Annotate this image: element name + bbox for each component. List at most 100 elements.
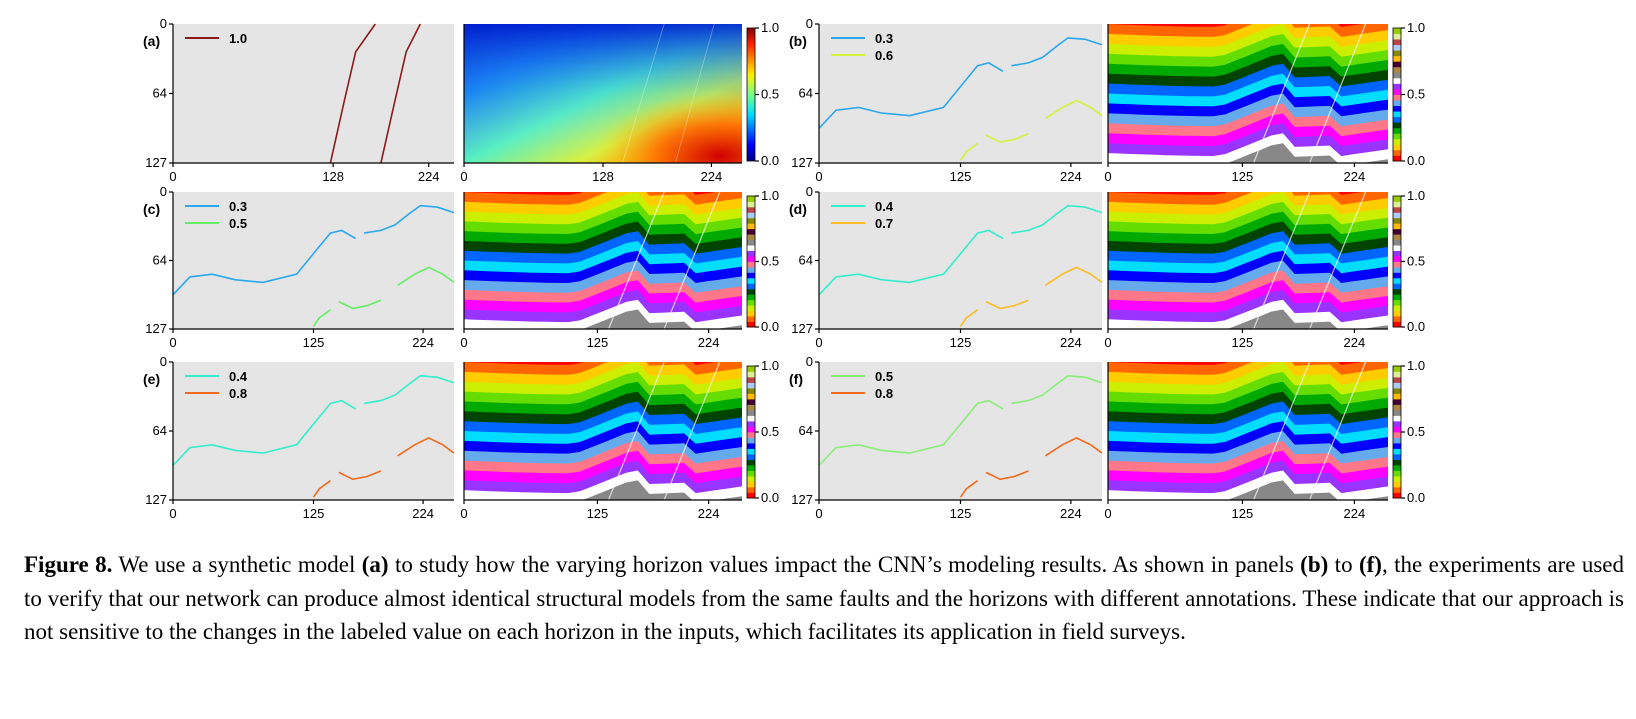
colorbar-swatch [1393, 228, 1401, 235]
colorbar-swatch [747, 410, 755, 416]
colorbar-swatch [1393, 28, 1401, 34]
colorbar-swatch [1393, 39, 1401, 46]
colorbar-tick-label: 0.5 [761, 424, 779, 439]
image-x-tick-label: 0 [460, 335, 467, 350]
colorbar-swatch [747, 310, 755, 317]
colorbar-swatch [747, 481, 755, 488]
fault-line [663, 362, 721, 500]
panel-label: (d) [789, 201, 807, 217]
colorbar-swatch [1393, 44, 1401, 51]
colorbar-swatch [1393, 66, 1401, 73]
colorbar-tick-label: 1.0 [761, 188, 779, 203]
legend-value: 0.6 [875, 48, 893, 63]
colorbar-swatch [1393, 377, 1401, 383]
image-x-tick-label: 0 [460, 169, 467, 184]
colorbar-swatch [1393, 111, 1401, 118]
colorbar-swatch [1393, 366, 1401, 372]
colorbar-swatch [1393, 61, 1401, 68]
colorbar-swatch [1393, 256, 1401, 262]
colorbar-swatch [1393, 476, 1401, 482]
colorbar-swatch [1393, 448, 1401, 455]
colorbar-swatch [747, 393, 755, 400]
y-tick-label: 64 [799, 86, 813, 101]
horizon-upper [1011, 204, 1103, 234]
colorbar-swatch [1393, 100, 1401, 106]
colorbar-tick-label: 1.0 [761, 20, 779, 35]
colorbar-swatch [747, 426, 755, 433]
image-x-tick-label: 0 [1104, 506, 1111, 521]
y-tick-label: 127 [145, 321, 167, 336]
colorbar-swatch [1393, 459, 1401, 466]
colorbar-swatch [747, 382, 755, 389]
colorbar-swatch [747, 245, 755, 251]
legend-value: 0.4 [875, 199, 894, 214]
fault-line [1309, 24, 1367, 163]
colorbar-swatch [747, 217, 755, 224]
image-x-tick-label: 224 [1344, 506, 1366, 521]
x-tick-label: 125 [950, 335, 972, 350]
colorbar-tick-label: 0.0 [1407, 319, 1425, 334]
colorbar-swatch [747, 476, 755, 482]
y-tick-label: 0 [160, 184, 167, 199]
x-tick-label: 224 [412, 335, 434, 350]
colorbar-swatch [747, 305, 755, 312]
colorbar-swatch [747, 234, 755, 241]
panel-label: (e) [143, 371, 160, 387]
colorbar-swatch [747, 223, 755, 230]
y-tick-label: 127 [791, 321, 813, 336]
horizon-lower [959, 142, 978, 161]
colorbar-swatch [747, 272, 755, 279]
colorbar-swatch [747, 283, 755, 290]
horizon-lines [818, 204, 1103, 327]
legend-value: 0.5 [229, 216, 247, 231]
colorbar-swatch [747, 250, 755, 257]
y-tick-label: 0 [806, 184, 813, 199]
x-tick-label: 0 [169, 506, 176, 521]
horizon-lower [959, 309, 978, 327]
x-tick-label: 0 [815, 169, 822, 184]
legend-value: 0.7 [875, 216, 893, 231]
horizon-lower [397, 266, 455, 286]
structural-model-image [1108, 362, 1388, 500]
x-tick-label: 224 [412, 506, 434, 521]
colorbar-tick-label: 0.5 [1407, 87, 1425, 102]
fault-trace [329, 23, 376, 164]
horizon-upper [818, 229, 1004, 296]
colorbar-swatch [747, 448, 755, 455]
horizon-lower [312, 309, 331, 327]
colorbar-swatch [1393, 410, 1401, 416]
caption-ref-b: (b) [1300, 552, 1329, 577]
fault-line [1253, 362, 1311, 500]
fault-line [663, 192, 721, 329]
y-tick-label: 127 [791, 492, 813, 507]
stratum-band [464, 480, 742, 500]
colorbar-tick-label: 0.5 [1407, 424, 1425, 439]
colorbar-swatch [747, 201, 755, 208]
horizon-upper [172, 229, 357, 296]
y-tick-label: 64 [153, 423, 167, 438]
colorbar-swatch [747, 239, 755, 246]
horizon-lines [329, 23, 422, 164]
fault-line [608, 192, 665, 329]
colorbar: 1.0 0.5 0.0 [1392, 20, 1425, 168]
horizon-lines [172, 204, 455, 327]
colorbar-swatch [1393, 437, 1401, 444]
colorbar-swatch [1393, 212, 1401, 219]
horizon-plot-background [173, 24, 454, 163]
caption-text-2: to study how the varying horizon values … [388, 552, 1301, 577]
colorbar-swatch [747, 404, 755, 411]
colorbar-swatch [1393, 432, 1401, 438]
colorbar-swatch [1393, 239, 1401, 246]
colorbar-tick-label: 0.0 [761, 153, 779, 168]
colorbar-swatch [1393, 155, 1401, 162]
stratum-band [1108, 133, 1388, 163]
y-tick-label: 127 [145, 155, 167, 170]
colorbar-swatch [1393, 250, 1401, 257]
colorbar-tick-label: 0.0 [1407, 153, 1425, 168]
y-tick-label: 0 [160, 354, 167, 369]
colorbar-swatch [1393, 50, 1401, 57]
